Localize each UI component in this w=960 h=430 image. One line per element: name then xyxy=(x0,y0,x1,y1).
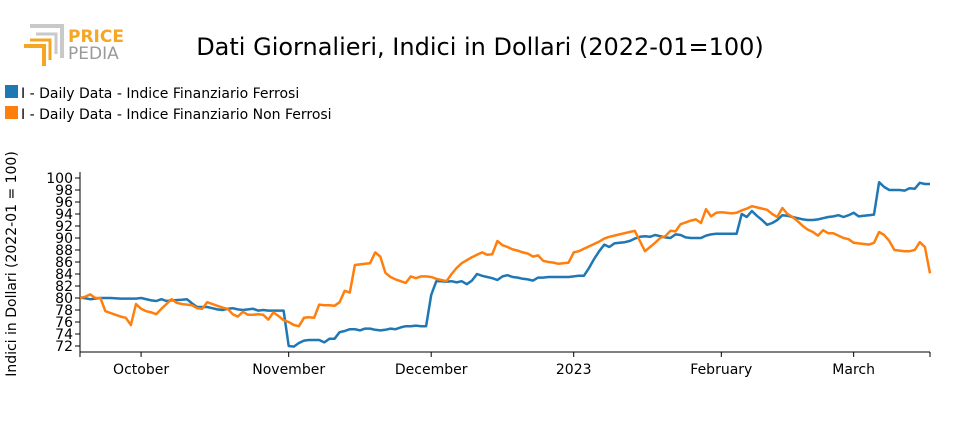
legend-swatch xyxy=(5,106,18,119)
y-tick-label: 84 xyxy=(55,267,73,283)
y-tick-label: 92 xyxy=(55,219,73,235)
plot-area xyxy=(79,180,932,348)
x-tick-label: October xyxy=(113,362,169,378)
x-tick-label: November xyxy=(252,362,325,378)
x-axis: October November December 2023 February March xyxy=(79,351,931,378)
x-tick-label: February xyxy=(690,362,752,378)
y-tick-label: 100 xyxy=(46,171,73,187)
y-tick-label: 96 xyxy=(55,195,73,211)
series-line-1[interactable] xyxy=(79,204,932,328)
logo-word-price: PRICE xyxy=(68,27,124,47)
legend-label: I - Daily Data - Indice Finanziario Ferr… xyxy=(21,86,299,102)
logo: PRICE PEDIA xyxy=(24,24,124,66)
legend: I - Daily Data - Indice Finanziario Ferr… xyxy=(5,85,332,123)
x-tick-label: December xyxy=(395,362,468,378)
legend-swatch xyxy=(5,85,18,98)
legend-item-ferrosi[interactable]: I - Daily Data - Indice Finanziario Ferr… xyxy=(5,85,299,102)
logo-word-pedia: PEDIA xyxy=(68,44,119,64)
y-tick-label: 74 xyxy=(55,327,73,343)
y-tick-label: 78 xyxy=(55,303,73,319)
legend-item-non-ferrosi[interactable]: I - Daily Data - Indice Finanziario Non … xyxy=(5,106,332,123)
logo-mark-icon xyxy=(24,24,64,66)
y-tick-label: 86 xyxy=(55,255,73,271)
y-tick-label: 94 xyxy=(55,207,73,223)
y-axis-label: Indici in Dollari (2022-01 = 100) xyxy=(4,151,20,377)
x-tick-label: March xyxy=(832,362,875,378)
y-tick-label: 82 xyxy=(55,279,73,295)
series-line-0[interactable] xyxy=(79,180,930,348)
y-tick-label: 98 xyxy=(55,183,73,199)
y-tick-label: 80 xyxy=(55,291,73,307)
chart-title: Dati Giornalieri, Indici in Dollari (202… xyxy=(196,33,764,61)
y-tick-label: 72 xyxy=(55,339,73,355)
legend-label: I - Daily Data - Indice Finanziario Non … xyxy=(21,107,332,123)
x-tick-label: 2023 xyxy=(556,362,592,378)
y-tick-label: 88 xyxy=(55,243,73,259)
y-tick-label: 90 xyxy=(55,231,73,247)
y-tick-label: 76 xyxy=(55,315,73,331)
